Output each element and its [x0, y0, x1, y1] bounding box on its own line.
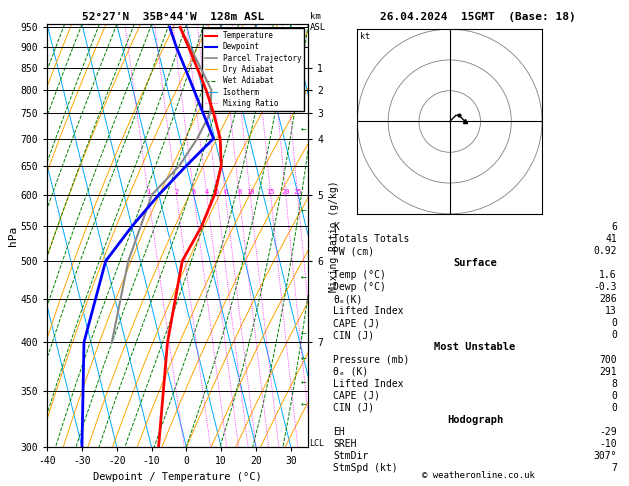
Text: 4: 4: [204, 189, 209, 195]
Text: CIN (J): CIN (J): [333, 403, 374, 413]
Y-axis label: Mixing Ratio (g/kg): Mixing Ratio (g/kg): [329, 180, 338, 292]
Text: 0: 0: [611, 318, 617, 329]
Text: ←: ←: [301, 205, 307, 215]
Text: K: K: [333, 222, 339, 232]
Text: Most Unstable: Most Unstable: [434, 343, 516, 352]
Text: © weatheronline.co.uk: © weatheronline.co.uk: [421, 471, 535, 480]
Text: PW (cm): PW (cm): [333, 246, 374, 256]
Text: 2: 2: [174, 189, 179, 195]
Text: θₑ (K): θₑ (K): [333, 366, 368, 377]
Text: 1: 1: [146, 189, 150, 195]
Text: -0.3: -0.3: [593, 282, 617, 292]
Text: ←: ←: [301, 377, 307, 386]
Text: 8: 8: [237, 189, 242, 195]
Text: Lifted Index: Lifted Index: [333, 379, 403, 389]
Text: ←: ←: [301, 124, 307, 134]
Text: 25: 25: [293, 189, 302, 195]
Text: 700: 700: [599, 354, 617, 364]
X-axis label: Dewpoint / Temperature (°C): Dewpoint / Temperature (°C): [93, 472, 262, 482]
Text: 286: 286: [599, 295, 617, 304]
Text: 291: 291: [599, 366, 617, 377]
Text: km
ASL: km ASL: [310, 12, 326, 32]
Text: 15: 15: [267, 189, 275, 195]
Text: 41: 41: [605, 234, 617, 244]
Text: 307°: 307°: [593, 451, 617, 461]
Text: 8: 8: [611, 379, 617, 389]
Text: Dewp (°C): Dewp (°C): [333, 282, 386, 292]
Text: Totals Totals: Totals Totals: [333, 234, 409, 244]
Text: 0: 0: [611, 330, 617, 341]
Text: ←: ←: [301, 328, 307, 338]
Y-axis label: hPa: hPa: [8, 226, 18, 246]
Text: 52°27'N  35B°44'W  128m ASL: 52°27'N 35B°44'W 128m ASL: [82, 12, 264, 22]
Text: LCL: LCL: [309, 439, 325, 448]
Text: 6: 6: [223, 189, 228, 195]
Text: 0.92: 0.92: [593, 246, 617, 256]
Text: 0: 0: [611, 391, 617, 400]
Text: 10: 10: [246, 189, 254, 195]
Text: 0: 0: [611, 403, 617, 413]
Text: Temp (°C): Temp (°C): [333, 270, 386, 280]
Text: 6: 6: [611, 222, 617, 232]
Text: ←: ←: [301, 399, 307, 409]
Text: 26.04.2024  15GMT  (Base: 18): 26.04.2024 15GMT (Base: 18): [380, 12, 576, 22]
Text: ←: ←: [301, 353, 307, 363]
Text: θₑ(K): θₑ(K): [333, 295, 362, 304]
Text: StmDir: StmDir: [333, 451, 368, 461]
Text: 3: 3: [192, 189, 196, 195]
Text: 1.6: 1.6: [599, 270, 617, 280]
Text: SREH: SREH: [333, 439, 357, 449]
Text: 7: 7: [611, 463, 617, 473]
Text: CIN (J): CIN (J): [333, 330, 374, 341]
Text: 20: 20: [281, 189, 290, 195]
Text: ←: ←: [301, 272, 307, 282]
Text: CAPE (J): CAPE (J): [333, 391, 380, 400]
Text: kt: kt: [360, 32, 370, 41]
Text: -29: -29: [599, 427, 617, 437]
Text: -10: -10: [599, 439, 617, 449]
Text: 13: 13: [605, 306, 617, 316]
Text: Pressure (mb): Pressure (mb): [333, 354, 409, 364]
Text: StmSpd (kt): StmSpd (kt): [333, 463, 398, 473]
Text: Surface: Surface: [453, 258, 497, 268]
Text: EH: EH: [333, 427, 345, 437]
Text: CAPE (J): CAPE (J): [333, 318, 380, 329]
Legend: Temperature, Dewpoint, Parcel Trajectory, Dry Adiabat, Wet Adiabat, Isotherm, Mi: Temperature, Dewpoint, Parcel Trajectory…: [202, 28, 304, 111]
Text: Hodograph: Hodograph: [447, 415, 503, 425]
Text: Lifted Index: Lifted Index: [333, 306, 403, 316]
Text: 5: 5: [214, 189, 219, 195]
